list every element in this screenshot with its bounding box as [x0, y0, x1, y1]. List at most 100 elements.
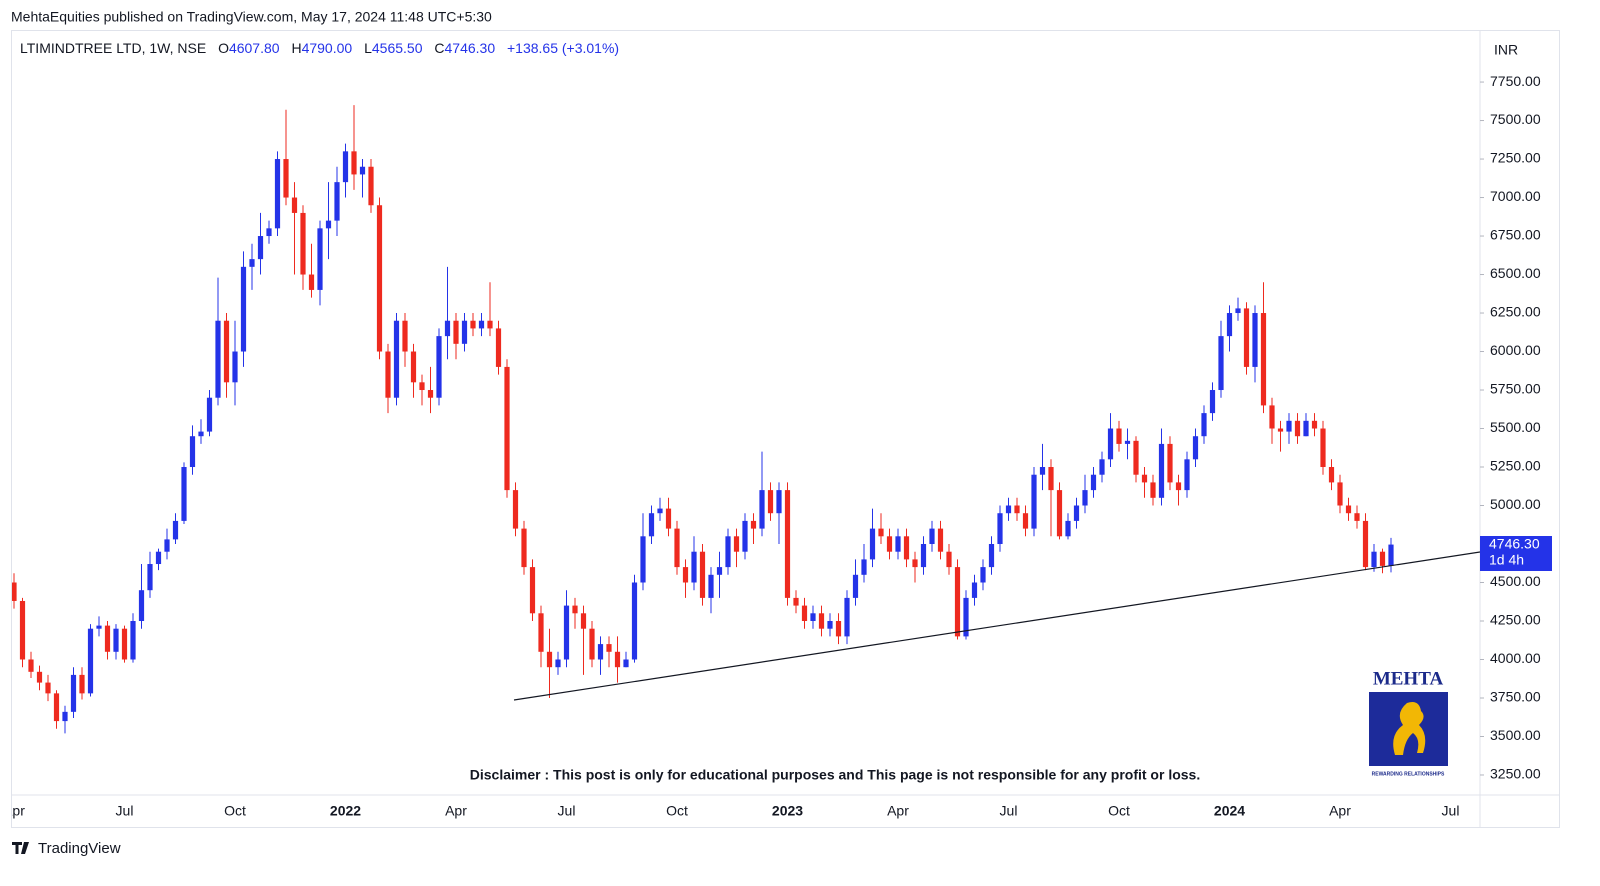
y-tick-label: 6750.00	[1490, 227, 1541, 243]
candle-body	[1252, 313, 1258, 367]
candle-body	[257, 236, 264, 260]
x-tick-label: Apr	[3, 803, 25, 819]
disclaimer: Disclaimer : This post is only for educa…	[470, 767, 1200, 783]
candle-body	[427, 390, 434, 398]
candle-body	[1218, 336, 1224, 391]
candle-body	[597, 644, 604, 660]
candle-body	[1209, 390, 1216, 414]
candle-body	[368, 166, 374, 206]
candle-body	[1167, 443, 1173, 483]
candle-body	[963, 597, 969, 637]
candle-body	[232, 351, 238, 383]
candle-body	[742, 520, 748, 552]
candle-body	[606, 644, 612, 652]
candle-body	[1388, 544, 1394, 566]
candle-body	[563, 605, 570, 660]
candle-body	[436, 336, 442, 398]
candle-body	[750, 520, 757, 529]
x-tick-label: Jul	[1000, 803, 1018, 819]
footer-brand: TradingView	[38, 840, 121, 857]
candle-body	[1039, 467, 1046, 475]
candle-body	[997, 513, 1003, 545]
h-key: H	[291, 40, 301, 56]
h-value: 4790.00	[302, 40, 353, 56]
candle-body	[1235, 308, 1241, 314]
candle-body	[895, 536, 901, 552]
candle-body	[861, 559, 867, 575]
candle-body	[954, 567, 961, 637]
candle-body	[657, 508, 663, 514]
candle-body	[1065, 520, 1071, 537]
candle-body	[1116, 428, 1122, 444]
candle-body	[249, 259, 255, 267]
candle-body	[274, 159, 281, 229]
candle-body	[691, 551, 697, 583]
candle-body	[300, 212, 306, 275]
candle-body	[215, 320, 221, 398]
x-tick-label: 2024	[1214, 803, 1245, 819]
y-tick-label: 7250.00	[1490, 150, 1541, 166]
candle-body	[1201, 413, 1207, 437]
candle-body	[1260, 313, 1267, 406]
candle-body	[572, 605, 578, 614]
candle-body	[1124, 440, 1131, 444]
y-tick-label: 5250.00	[1490, 458, 1541, 474]
candle-body	[810, 613, 816, 621]
candle-body	[342, 151, 349, 183]
candle-body	[376, 205, 383, 352]
candle-body	[266, 228, 272, 237]
x-tick-label: Apr	[445, 803, 467, 819]
candle-body	[351, 151, 357, 175]
y-tick-label: 7000.00	[1490, 188, 1541, 204]
candle-body	[461, 320, 468, 344]
candle-body	[12, 582, 17, 601]
y-tick-label: 4500.00	[1490, 573, 1541, 589]
candle-body	[614, 651, 621, 668]
y-tick-label: 5500.00	[1490, 419, 1541, 435]
candle-body	[801, 605, 808, 621]
candle-body	[1243, 308, 1250, 367]
y-tick-label: 7500.00	[1490, 111, 1541, 127]
candle-body	[1328, 467, 1335, 483]
candle-body	[172, 520, 179, 540]
candle-body	[1226, 313, 1233, 337]
candle-body	[504, 366, 510, 491]
candle-body	[1158, 443, 1165, 498]
candle-body	[36, 671, 43, 683]
candle-body	[1379, 551, 1386, 566]
candle-body	[699, 551, 706, 598]
candle-body	[113, 628, 119, 652]
candle-body	[886, 536, 893, 552]
y-tick-label: 4000.00	[1490, 650, 1541, 666]
x-tick-label: Apr	[1329, 803, 1351, 819]
candle-body	[1354, 513, 1360, 521]
candle-body	[240, 266, 247, 352]
x-tick-label: 2022	[330, 803, 361, 819]
y-tick-label: 3250.00	[1490, 766, 1541, 782]
candle-body	[79, 674, 85, 694]
currency: INR	[1494, 42, 1518, 58]
candle-body	[28, 659, 34, 672]
candle-body	[580, 613, 587, 629]
candles	[12, 105, 1394, 734]
candle-body	[1286, 420, 1292, 432]
candle-body	[1362, 520, 1369, 568]
candle-body	[155, 551, 162, 565]
x-tick-label: Apr	[887, 803, 909, 819]
candle-body	[988, 544, 995, 568]
candle-body	[147, 564, 153, 591]
candle-body	[96, 625, 102, 629]
candle-body	[725, 536, 731, 568]
candle-body	[1311, 420, 1318, 429]
candle-body	[317, 228, 323, 290]
candle-body	[1014, 505, 1020, 514]
l-key: L	[364, 40, 372, 56]
y-tick-label: 6000.00	[1490, 342, 1541, 358]
symbol: LTIMINDTREE LTD, 1W, NSE	[20, 40, 206, 56]
candle-body	[1320, 428, 1326, 468]
candle-body	[878, 528, 884, 537]
candle-body	[665, 508, 672, 529]
logo-name: MEHTA	[1373, 668, 1444, 689]
candle-body	[793, 597, 799, 606]
trend-line	[513, 551, 1480, 701]
